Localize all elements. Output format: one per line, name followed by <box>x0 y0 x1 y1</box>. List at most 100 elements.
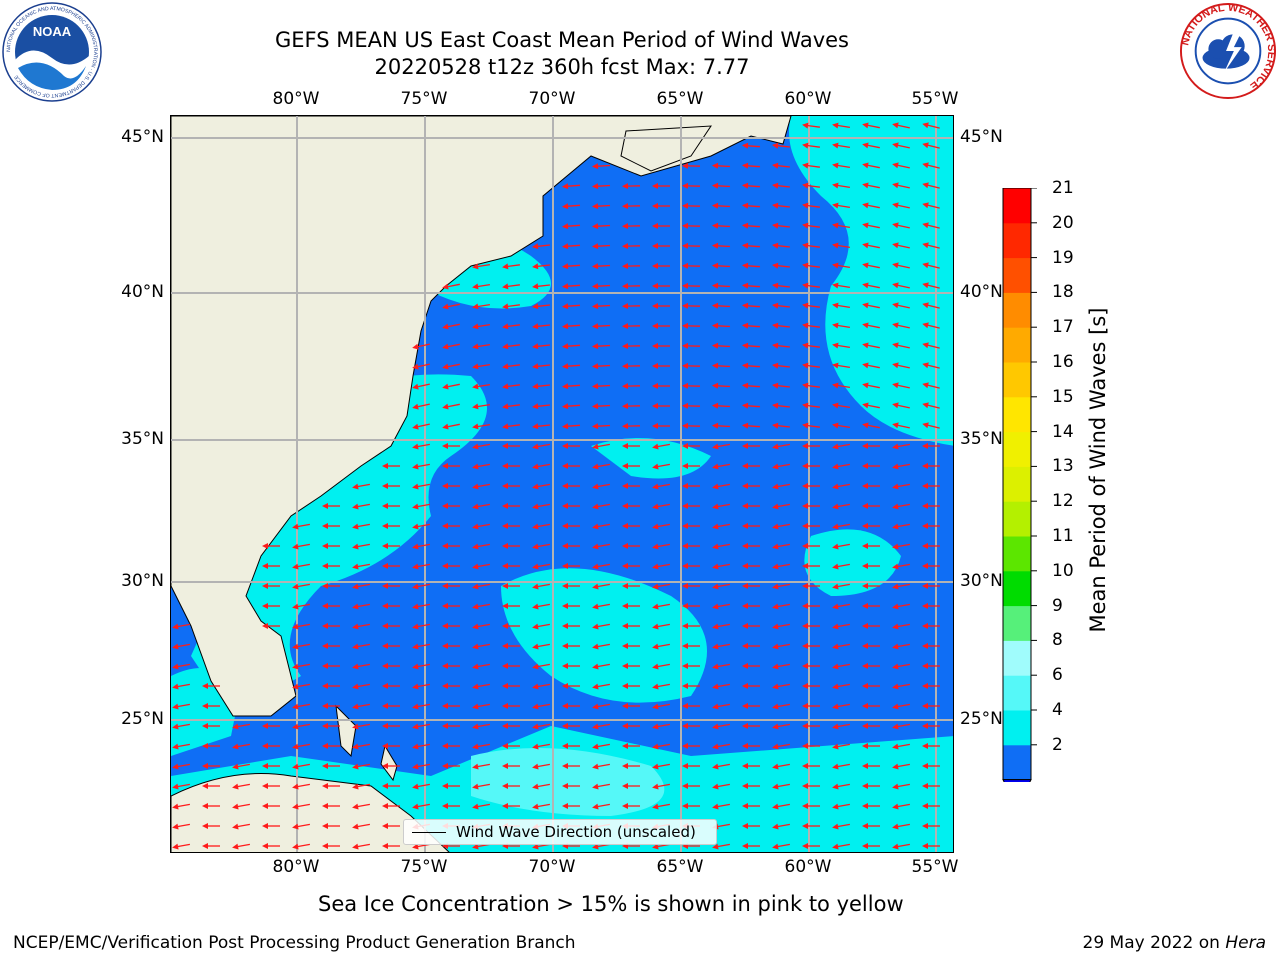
wave-direction-arrow <box>772 683 791 690</box>
wave-direction-arrow <box>262 763 280 769</box>
wave-direction-arrow <box>832 843 851 850</box>
wave-direction-arrow <box>802 643 820 649</box>
wave-direction-arrow <box>532 543 551 550</box>
wave-direction-arrow <box>922 142 940 149</box>
wave-direction-arrow <box>802 503 820 509</box>
wave-direction-arrow <box>532 783 551 790</box>
wave-direction-arrow <box>862 503 880 509</box>
wave-direction-arrow <box>922 583 940 589</box>
wave-direction-arrow <box>442 663 460 669</box>
wave-direction-arrow <box>922 483 940 489</box>
top-lon-label: 80°W <box>272 89 320 109</box>
wave-direction-arrow <box>592 203 611 210</box>
wave-direction-arrow <box>862 443 880 449</box>
wave-direction-arrow <box>802 142 820 149</box>
left-lat-label: 35°N <box>121 429 164 449</box>
wave-direction-arrow <box>442 403 460 410</box>
wave-direction-arrow <box>772 443 791 450</box>
wave-direction-arrow <box>652 183 670 189</box>
wave-direction-arrow <box>892 202 910 209</box>
wave-direction-arrow <box>892 683 911 690</box>
wave-direction-arrow <box>862 463 880 469</box>
wave-direction-arrow <box>322 823 340 829</box>
wave-direction-arrow <box>592 583 611 590</box>
wave-direction-arrow <box>412 683 431 690</box>
wave-direction-arrow <box>772 483 791 490</box>
wave-direction-arrow <box>622 343 641 350</box>
wave-direction-arrow <box>892 643 911 650</box>
wave-direction-arrow <box>832 623 851 630</box>
wave-direction-arrow <box>472 363 491 370</box>
wave-direction-arrow <box>712 563 731 570</box>
wave-direction-arrow <box>352 803 371 810</box>
wave-direction-arrow <box>442 703 460 709</box>
wave-direction-arrow <box>442 323 460 330</box>
bottom-lon-label: 70°W <box>528 857 576 877</box>
wave-direction-arrow <box>382 503 400 509</box>
wave-direction-arrow <box>712 543 731 550</box>
wave-direction-arrow <box>172 803 191 810</box>
wave-direction-arrow <box>172 703 191 710</box>
right-lat-label: 45°N <box>960 127 1003 147</box>
wave-direction-arrow <box>832 443 851 450</box>
wave-direction-arrow <box>442 603 460 609</box>
wave-direction-arrow <box>472 543 491 550</box>
wave-direction-arrow <box>712 763 731 770</box>
wave-direction-arrow <box>502 363 520 370</box>
wave-direction-arrow <box>772 262 790 269</box>
wave-direction-arrow <box>742 543 760 549</box>
wave-direction-arrow <box>382 783 400 789</box>
bottom-lon-label: 55°W <box>911 857 959 877</box>
wave-direction-arrow <box>652 463 671 470</box>
wave-direction-arrow <box>742 523 760 529</box>
wave-direction-arrow <box>232 843 251 850</box>
wave-direction-arrow <box>742 322 761 329</box>
wave-direction-arrow <box>442 743 460 749</box>
wave-direction-arrow <box>592 183 611 190</box>
wave-direction-arrow <box>652 223 670 229</box>
wave-direction-arrow <box>532 643 551 650</box>
wave-direction-arrow <box>322 763 340 769</box>
wave-direction-arrow <box>742 483 760 489</box>
wave-direction-arrow <box>502 343 520 350</box>
wave-direction-arrow <box>622 683 640 689</box>
wave-direction-arrow <box>772 623 791 630</box>
colorbar-segment <box>1003 431 1031 467</box>
colorbar-tick-label: 17 <box>1052 317 1074 338</box>
wave-direction-arrow <box>832 823 851 830</box>
wave-direction-arrow <box>832 743 851 750</box>
wave-direction-arrow <box>652 763 671 770</box>
wave-direction-arrow <box>532 803 551 810</box>
wave-direction-arrow <box>682 282 701 289</box>
wave-direction-arrow <box>622 303 641 310</box>
wave-direction-arrow <box>562 483 580 489</box>
wave-direction-arrow <box>682 242 701 249</box>
wave-direction-arrow <box>472 583 491 590</box>
right-lat-label: 30°N <box>960 571 1003 591</box>
wave-direction-arrow <box>802 382 820 389</box>
wave-direction-arrow <box>682 463 700 469</box>
wave-direction-arrow <box>472 783 491 790</box>
wave-direction-arrow <box>592 383 611 390</box>
wave-direction-arrow <box>502 583 520 589</box>
legend-line-swatch <box>412 832 446 833</box>
wave-direction-arrow <box>652 383 670 389</box>
wave-direction-arrow <box>772 583 791 590</box>
wave-direction-arrow <box>502 423 520 430</box>
wave-direction-arrow <box>892 803 911 810</box>
wave-direction-arrow <box>922 182 940 189</box>
wave-direction-arrow <box>742 242 761 249</box>
wave-direction-arrow <box>742 382 761 389</box>
wave-direction-arrow <box>622 263 641 270</box>
right-lat-label: 40°N <box>960 282 1003 302</box>
wave-direction-arrow <box>772 382 790 389</box>
wave-direction-arrow <box>502 443 520 449</box>
wave-direction-arrow <box>562 563 580 569</box>
wave-direction-arrow <box>532 663 551 670</box>
wave-direction-arrow <box>682 563 700 569</box>
wave-direction-arrow <box>412 603 431 610</box>
wave-direction-arrow <box>322 783 340 789</box>
wave-direction-arrow <box>742 683 760 689</box>
wave-direction-arrow <box>622 443 640 449</box>
wave-direction-arrow <box>832 322 851 329</box>
